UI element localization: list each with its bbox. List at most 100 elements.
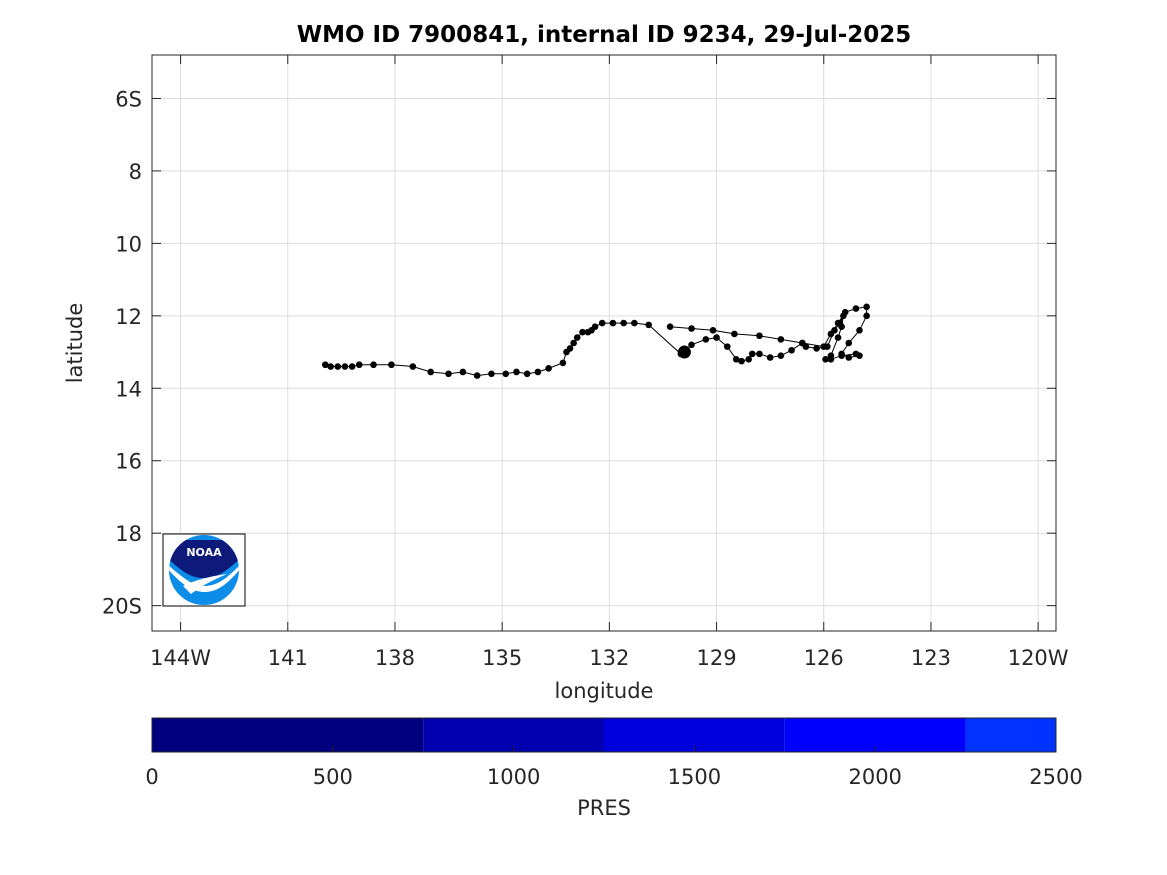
profile-point — [845, 354, 853, 361]
colorbar-band — [152, 718, 424, 752]
profile-point — [645, 321, 652, 329]
y-tick-label: 6S — [115, 87, 142, 111]
profile-point — [813, 345, 820, 352]
profile-point — [370, 361, 377, 369]
profile-point — [822, 356, 829, 363]
latest-position-marker — [677, 345, 691, 359]
profile-point — [738, 357, 745, 365]
x-tick-label: 138 — [375, 646, 415, 670]
profile-point — [573, 334, 581, 341]
colorbar-frame — [151, 717, 1057, 753]
profile-point — [388, 361, 395, 369]
profile-point — [459, 368, 467, 376]
colorbar — [152, 718, 1056, 752]
y-tick-label: 14 — [115, 377, 142, 401]
profile-point — [788, 346, 795, 354]
colorbar-tick-label: 1000 — [487, 765, 540, 789]
chart-title: WMO ID 7900841, internal ID 9234, 29-Jul… — [297, 22, 912, 48]
float-positions — [321, 303, 870, 379]
x-tick-label: 141 — [268, 646, 308, 670]
profile-point — [799, 339, 806, 347]
profile-point — [427, 368, 435, 376]
y-tick-label: 10 — [115, 232, 142, 256]
x-tick-label: 126 — [804, 646, 844, 670]
x-tick-label: 132 — [589, 646, 629, 670]
profile-point — [609, 319, 617, 327]
profile-point — [563, 348, 570, 356]
profile-point — [723, 343, 731, 350]
profile-point — [856, 327, 863, 334]
logo-dark-fill — [169, 540, 239, 578]
y-tick-label: 12 — [115, 305, 142, 329]
profile-point — [666, 323, 674, 330]
noaa-logo: NOAA — [162, 533, 246, 607]
profile-point — [777, 336, 785, 343]
profile-point — [838, 352, 845, 359]
x-tick-label: 135 — [482, 646, 522, 670]
profile-point — [863, 312, 870, 320]
profile-point — [688, 341, 695, 349]
profile-point — [827, 352, 835, 359]
profile-point — [688, 325, 695, 332]
profile-point — [559, 359, 567, 367]
profile-point — [502, 370, 510, 378]
x-tick-label: 123 — [911, 646, 951, 670]
profile-point — [584, 328, 592, 336]
colorbar-tick-label: 2000 — [848, 765, 901, 789]
profile-point — [545, 365, 552, 372]
plot-frame — [151, 54, 1057, 632]
profile-point — [852, 305, 860, 312]
profile-point — [334, 363, 342, 370]
colorbar-tick-label: 1500 — [668, 765, 721, 789]
profile-point — [834, 334, 842, 341]
grid — [152, 55, 1056, 631]
profile-point — [523, 370, 531, 378]
profile-point — [513, 368, 520, 376]
profile-point — [348, 363, 356, 370]
profile-point — [756, 332, 763, 340]
profile-point — [534, 368, 542, 376]
profile-point — [409, 363, 417, 370]
y-axis-label: latitude — [63, 303, 87, 384]
y-tick-label: 8 — [129, 160, 142, 184]
profile-point — [845, 339, 853, 347]
profile-point — [327, 363, 334, 370]
profile-point — [777, 352, 785, 359]
y-tick-label: 16 — [115, 450, 142, 474]
logo-text: NOAA — [186, 546, 222, 559]
profile-point — [341, 363, 349, 370]
profile-point — [852, 350, 860, 358]
colorbar-band — [965, 718, 1056, 752]
profile-point — [445, 370, 452, 378]
profile-point — [702, 336, 710, 343]
y-tick-label: 18 — [115, 522, 142, 546]
profile-point — [836, 319, 844, 327]
x-tick-label: 120W — [1008, 646, 1069, 670]
profile-point — [620, 319, 627, 327]
profile-point — [488, 370, 495, 378]
x-tick-label: 144W — [150, 646, 211, 670]
profile-point — [598, 319, 606, 327]
profile-point — [570, 339, 577, 347]
profile-point — [732, 356, 740, 363]
profile-point — [831, 327, 838, 334]
plot-area — [152, 55, 1056, 631]
profile-point — [709, 327, 717, 334]
colorbar-tick-label: 500 — [313, 765, 353, 789]
x-tick-label: 129 — [697, 646, 737, 670]
profile-point — [766, 354, 774, 361]
colorbar-tick-label: 0 — [145, 765, 158, 789]
profile-point — [840, 312, 847, 320]
profile-point — [745, 356, 753, 363]
profile-point — [473, 372, 481, 379]
colorbar-ticks — [151, 746, 1057, 752]
y-tick-label: 20S — [102, 595, 142, 619]
profile-point — [748, 350, 756, 358]
profile-point — [756, 350, 763, 358]
profile-point — [713, 334, 720, 341]
x-axis-label: longitude — [555, 679, 654, 703]
axis-ticks — [152, 55, 1056, 631]
profile-point — [355, 361, 363, 369]
profile-point — [863, 303, 870, 311]
